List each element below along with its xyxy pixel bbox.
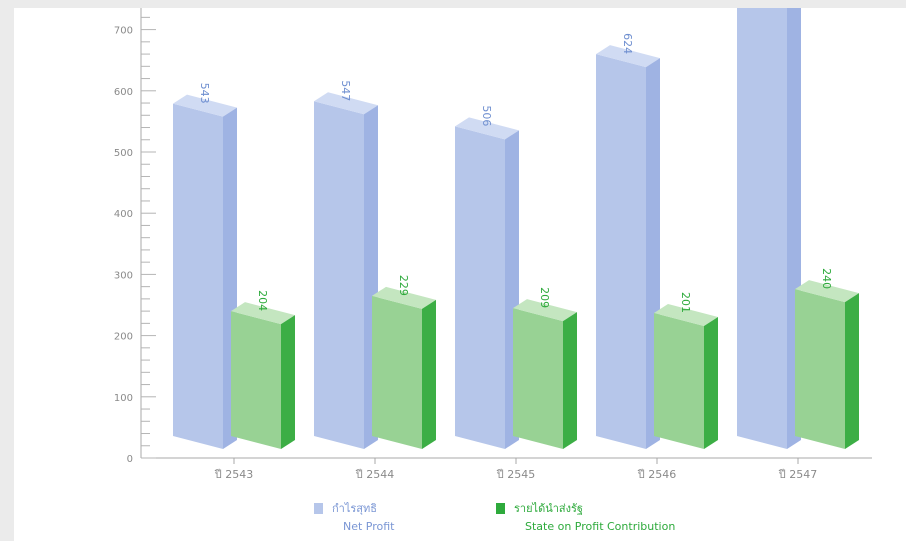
- y-tick-label: 600: [114, 87, 133, 98]
- bar-top-net-profit: [596, 45, 660, 68]
- data-label-net-profit: 543: [198, 83, 211, 104]
- data-label-state-contribution: 229: [397, 275, 410, 296]
- data-label-net-profit: 624: [621, 33, 634, 54]
- bar-side-state-contribution: [563, 312, 577, 449]
- bar-front-net-profit: [737, 8, 787, 449]
- bar-top-net-profit: [314, 92, 378, 115]
- y-tick-label: 700: [114, 26, 133, 37]
- bar-side-state-contribution: [281, 315, 295, 449]
- data-label-state-contribution: 240: [820, 268, 833, 289]
- x-tick-label: ปี 2547: [778, 468, 818, 481]
- bar-top-net-profit: [173, 94, 237, 117]
- y-tick-label: 200: [114, 332, 133, 343]
- bar-front-state-contribution: [654, 312, 704, 449]
- bar-side-state-contribution: [422, 299, 436, 449]
- legend-swatch-net-profit: [314, 503, 323, 514]
- data-label-state-contribution: 204: [256, 290, 269, 311]
- x-tick-label: ปี 2543: [214, 468, 254, 481]
- x-tick-label: ปี 2545: [496, 468, 536, 481]
- bar-top-state-contribution: [795, 280, 859, 303]
- data-label-state-contribution: 201: [679, 292, 692, 313]
- bar-front-net-profit: [173, 103, 223, 450]
- y-tick-label: 0: [127, 454, 133, 465]
- bar-chart: 0100200300400500600700800ปี 2543543204ปี…: [114, 8, 872, 481]
- x-tick-label: ปี 2546: [637, 468, 677, 481]
- bar-top-state-contribution: [372, 286, 436, 309]
- legend-label-net-profit-th: กำไรสุทธิ: [332, 502, 377, 515]
- bar-top-net-profit: [455, 117, 519, 140]
- data-label-state-contribution: 209: [538, 287, 551, 308]
- bar-front-state-contribution: [795, 289, 845, 449]
- bar-top-state-contribution: [654, 303, 718, 326]
- x-tick-label: ปี 2544: [355, 468, 395, 481]
- bar-front-net-profit: [455, 126, 505, 449]
- bar-front-state-contribution: [372, 295, 422, 449]
- y-tick-label: 300: [114, 270, 133, 281]
- bar-front-state-contribution: [513, 308, 563, 449]
- y-tick-label: 500: [114, 148, 133, 159]
- bar-side-state-contribution: [845, 293, 859, 449]
- bar-side-state-contribution: [704, 316, 718, 449]
- data-label-net-profit: 506: [480, 105, 493, 126]
- legend-swatch-state-contribution: [496, 503, 505, 514]
- bar-front-state-contribution: [231, 311, 281, 449]
- data-label-net-profit: 547: [339, 80, 352, 101]
- bar-top-state-contribution: [231, 302, 295, 325]
- y-tick-label: 100: [114, 393, 133, 404]
- legend-label-state-contribution-th: รายได้นำส่งรัฐ: [514, 502, 583, 515]
- bar-front-net-profit: [314, 101, 364, 450]
- chart-panel: 0100200300400500600700800ปี 2543543204ปี…: [14, 8, 906, 541]
- bar-top-state-contribution: [513, 299, 577, 322]
- bar-front-net-profit: [596, 54, 646, 449]
- legend-label-state-contribution-en: State on Profit Contribution: [525, 520, 676, 533]
- y-tick-label: 400: [114, 209, 133, 220]
- legend-label-net-profit-en: Net Profit: [343, 520, 395, 533]
